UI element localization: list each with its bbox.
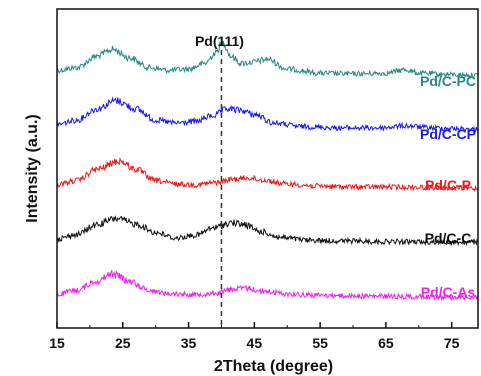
x-axis-label: 2Theta (degree) (214, 358, 333, 375)
plot-frame (56, 8, 479, 329)
series-labels: Pd/C-PC Pd/C-CP Pd/C-P Pd/C-C Pd/C-As (420, 73, 476, 300)
series-label-pd-c-pc: Pd/C-PC (420, 73, 476, 89)
x-tick-label: 55 (312, 335, 328, 351)
x-tick-label: 35 (181, 335, 197, 351)
series-layer (56, 39, 479, 302)
x-tick-label: 65 (378, 335, 394, 351)
series-line-pd-c-c (56, 215, 479, 247)
x-axis-ticks: 15 25 35 45 55 65 75 (49, 322, 460, 351)
series-label-pd-c-cp: Pd/C-CP (420, 126, 476, 142)
x-tick-label: 25 (115, 335, 131, 351)
x-tick-label: 75 (444, 335, 460, 351)
series-line-pd-c-as (56, 269, 479, 302)
x-tick-label: 15 (49, 335, 65, 351)
series-label-pd-c-as: Pd/C-As (421, 284, 476, 300)
series-label-pd-c-p: Pd/C-P (425, 177, 471, 193)
y-axis-label: Intensity (a.u.) (24, 114, 41, 222)
x-tick-label: 45 (247, 335, 263, 351)
series-line-pd-c-cp (56, 96, 479, 133)
series-label-pd-c-c: Pd/C-C (425, 230, 472, 246)
series-line-pd-c-p (56, 156, 479, 192)
annotation-pd111: Pd(111) (195, 33, 244, 49)
series-line-pd-c-pc (56, 39, 479, 79)
